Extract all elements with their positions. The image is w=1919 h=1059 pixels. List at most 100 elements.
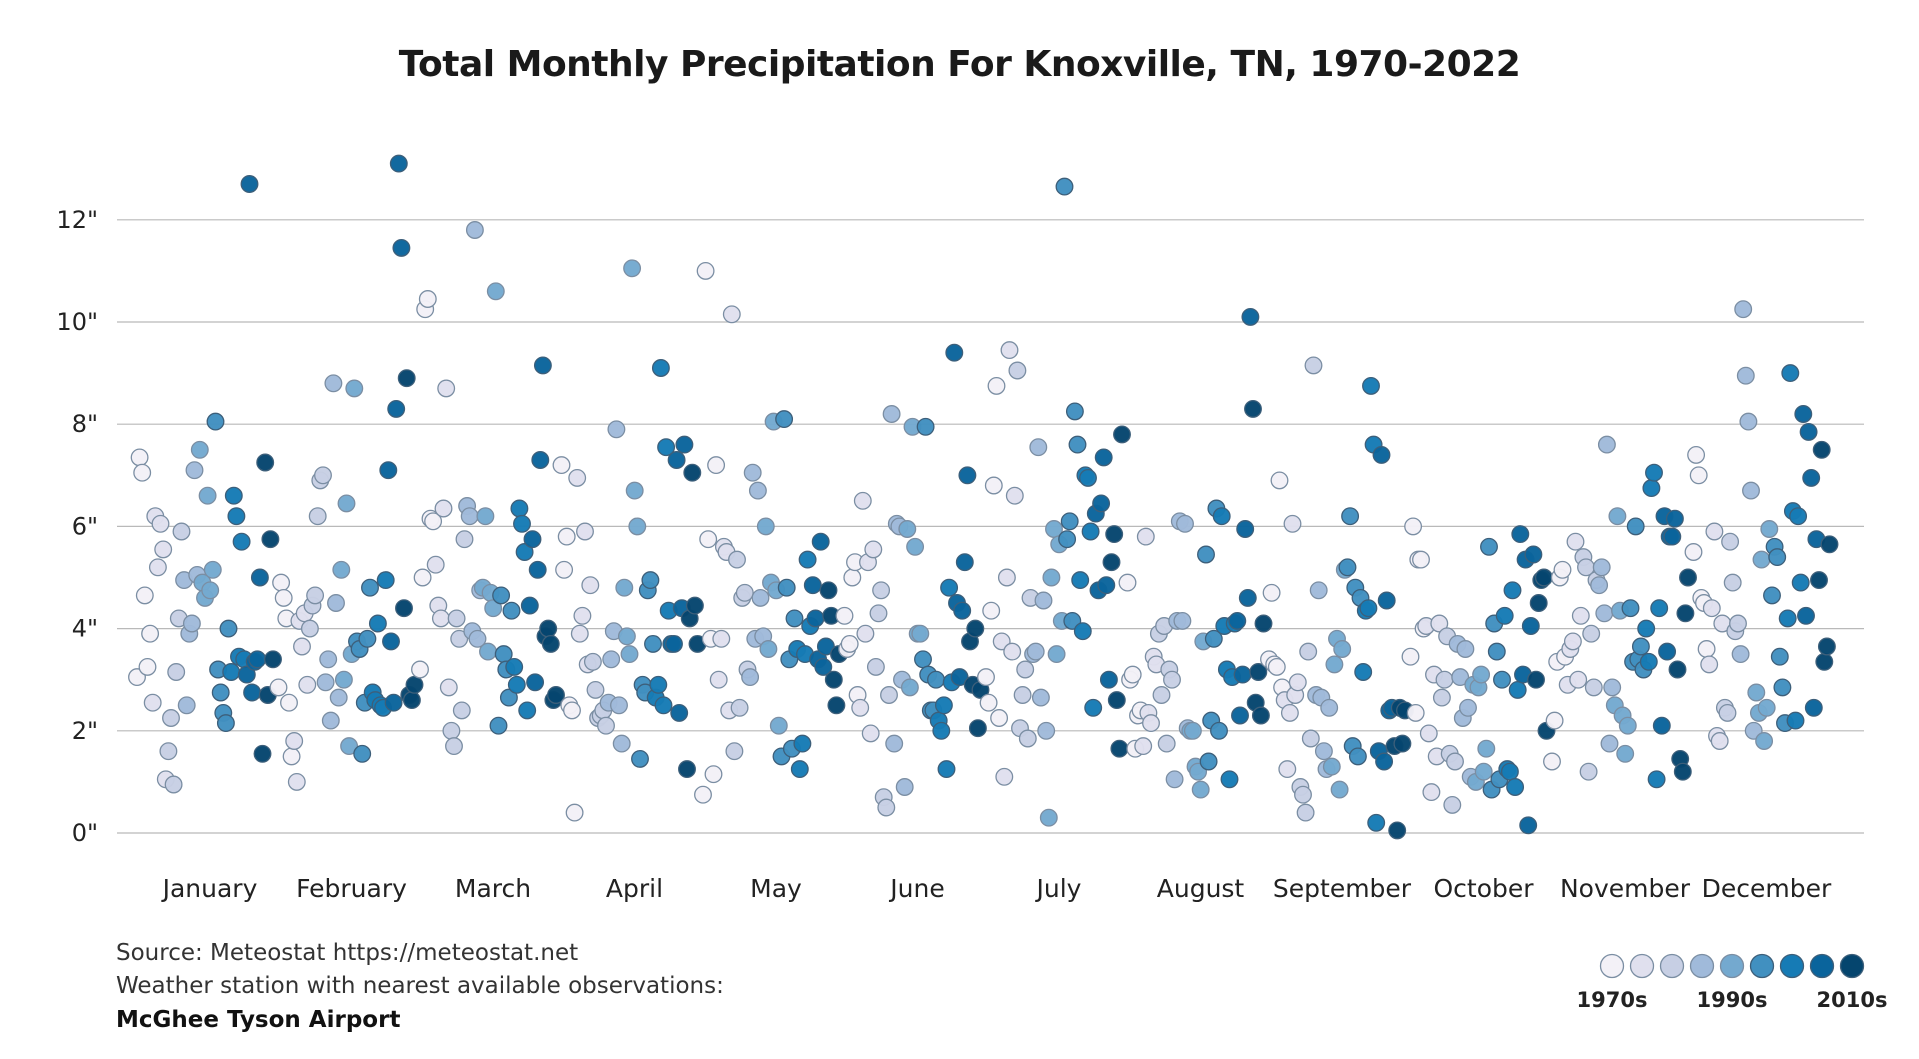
data-point bbox=[741, 668, 760, 687]
data-point bbox=[1047, 645, 1066, 664]
data-point bbox=[237, 665, 256, 684]
data-point bbox=[547, 686, 565, 704]
data-point bbox=[465, 221, 484, 239]
legend-swatch bbox=[1599, 953, 1625, 979]
data-point bbox=[219, 619, 238, 638]
data-point bbox=[1487, 642, 1506, 661]
data-point bbox=[1608, 507, 1627, 526]
data-point bbox=[1582, 624, 1601, 643]
data-point bbox=[479, 642, 497, 661]
data-point bbox=[1354, 663, 1373, 681]
data-point bbox=[1789, 507, 1808, 526]
data-point bbox=[1073, 622, 1092, 641]
data-point bbox=[345, 379, 364, 398]
data-point bbox=[1042, 568, 1061, 587]
data-point bbox=[827, 696, 846, 715]
data-point bbox=[1804, 698, 1823, 717]
data-point bbox=[1545, 711, 1564, 730]
data-point bbox=[995, 767, 1014, 786]
data-point bbox=[308, 507, 327, 526]
data-point bbox=[657, 438, 676, 457]
data-point bbox=[785, 609, 804, 628]
data-point bbox=[1603, 678, 1622, 697]
data-point bbox=[368, 614, 387, 633]
y-tick-label: 12" bbox=[56, 206, 98, 234]
data-point bbox=[1645, 463, 1663, 482]
data-point bbox=[201, 581, 220, 600]
data-point bbox=[395, 599, 413, 618]
data-point bbox=[955, 553, 974, 572]
data-point bbox=[709, 670, 728, 689]
data-point bbox=[895, 778, 914, 796]
data-point bbox=[984, 476, 1003, 495]
data-point bbox=[1702, 599, 1721, 618]
data-point bbox=[856, 624, 875, 643]
legend-swatch bbox=[1689, 953, 1715, 979]
month-label: July bbox=[1035, 874, 1082, 903]
data-point bbox=[1003, 642, 1022, 661]
data-point bbox=[916, 417, 935, 436]
data-point bbox=[1721, 532, 1740, 551]
data-point bbox=[644, 634, 662, 653]
data-point bbox=[1107, 691, 1126, 710]
data-point bbox=[583, 652, 602, 671]
data-point bbox=[1000, 341, 1019, 360]
data-point bbox=[977, 668, 995, 687]
y-tick-label: 10" bbox=[56, 308, 98, 336]
data-point bbox=[1534, 568, 1553, 587]
data-point bbox=[793, 734, 812, 753]
data-point bbox=[280, 693, 298, 712]
data-point bbox=[615, 578, 634, 597]
data-point bbox=[162, 709, 180, 727]
data-point bbox=[898, 520, 917, 538]
data-point bbox=[979, 693, 998, 712]
data-point bbox=[1005, 486, 1024, 505]
data-point bbox=[565, 803, 584, 822]
data-point bbox=[1341, 507, 1360, 526]
data-point bbox=[298, 675, 317, 694]
data-point bbox=[1183, 721, 1202, 740]
data-point bbox=[665, 634, 683, 653]
station-name: McGhee Tyson Airport bbox=[116, 1007, 401, 1033]
data-point bbox=[1676, 604, 1695, 623]
data-point bbox=[555, 560, 574, 579]
data-point bbox=[725, 742, 744, 761]
data-point bbox=[914, 650, 932, 669]
data-point bbox=[735, 583, 754, 602]
data-point bbox=[966, 619, 985, 638]
data-point bbox=[434, 499, 453, 518]
y-tick-label: 2" bbox=[72, 717, 98, 745]
data-point bbox=[1650, 599, 1669, 618]
data-point bbox=[332, 560, 351, 579]
data-point bbox=[1763, 586, 1781, 605]
data-point bbox=[1034, 591, 1053, 610]
data-point bbox=[958, 466, 977, 485]
data-point bbox=[1165, 770, 1184, 789]
data-point bbox=[287, 772, 306, 791]
data-point bbox=[1270, 471, 1289, 490]
data-point bbox=[1099, 670, 1118, 689]
data-point bbox=[1595, 604, 1614, 623]
data-point bbox=[337, 494, 356, 513]
data-point bbox=[1563, 632, 1582, 651]
data-point bbox=[1770, 647, 1789, 666]
data-point bbox=[853, 491, 872, 510]
data-point bbox=[256, 453, 275, 472]
data-point bbox=[685, 596, 704, 615]
data-point bbox=[1092, 494, 1111, 513]
data-point bbox=[573, 606, 592, 625]
data-point bbox=[164, 775, 183, 794]
data-point bbox=[651, 359, 670, 377]
data-point bbox=[515, 543, 534, 561]
data-point bbox=[539, 619, 558, 638]
data-point bbox=[667, 451, 686, 469]
data-point bbox=[1752, 550, 1771, 569]
data-point bbox=[264, 650, 282, 669]
data-point bbox=[1026, 642, 1045, 661]
data-point bbox=[968, 719, 987, 738]
data-point bbox=[1757, 698, 1776, 717]
month-label: April bbox=[606, 874, 663, 903]
month-label: January bbox=[161, 874, 258, 903]
data-point bbox=[1236, 520, 1255, 538]
